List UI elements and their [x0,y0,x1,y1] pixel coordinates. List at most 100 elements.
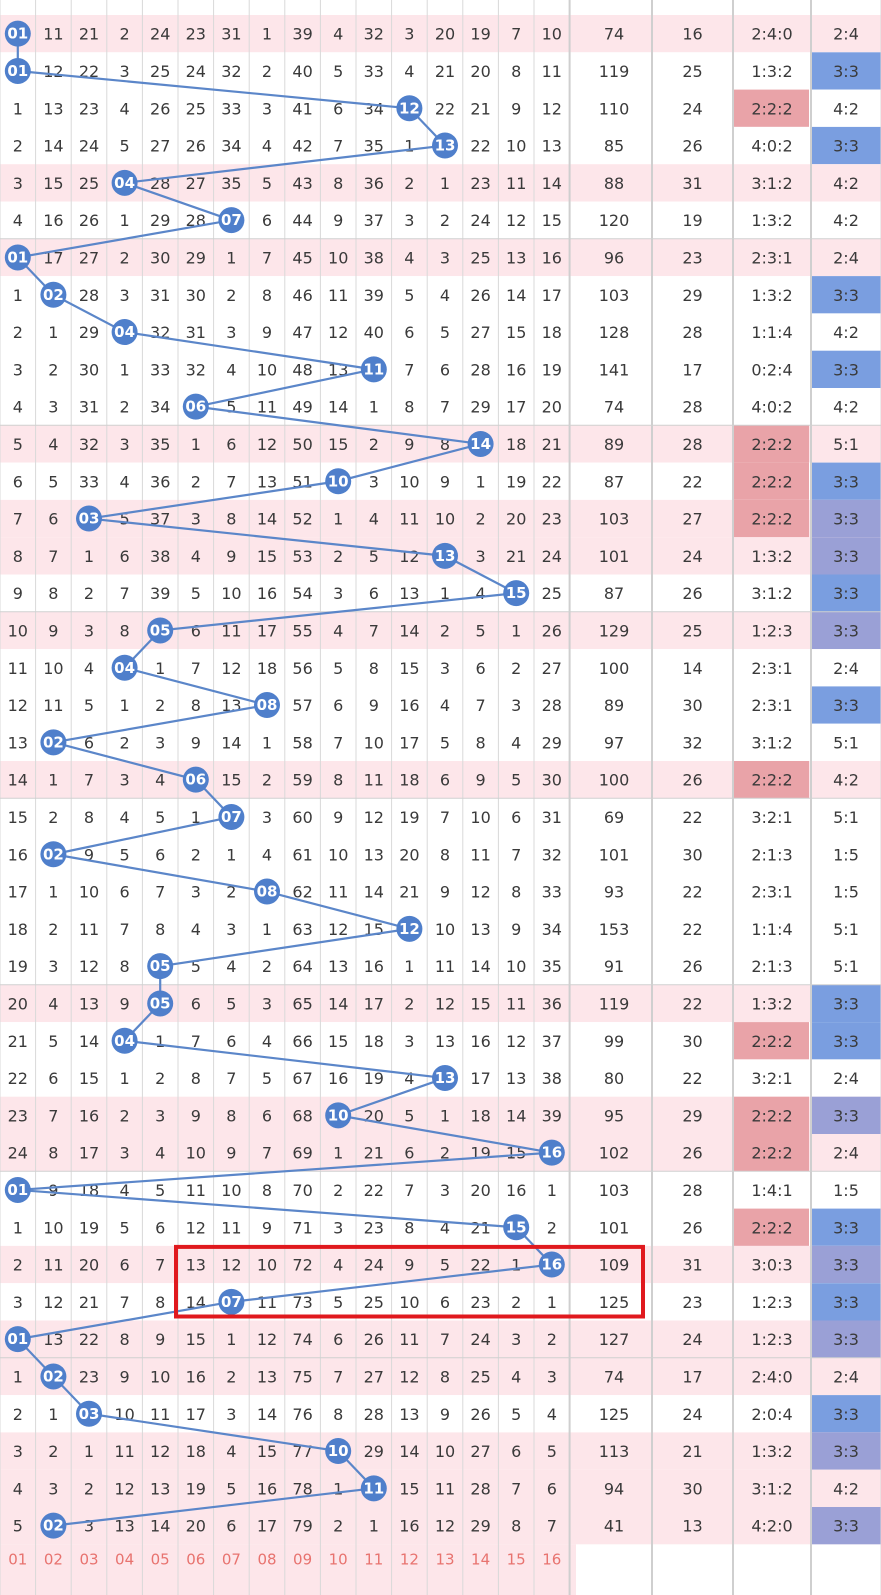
table-cell: 9 [511,920,521,939]
table-cell: 4 [84,659,94,678]
span-cell: 30 [682,1032,702,1051]
table-cell: 3 [120,435,130,454]
table-cell: 3 [120,1144,130,1163]
table-cell: 32 [79,435,99,454]
span-cell: 23 [682,248,702,267]
table-cell: 4 [226,360,236,379]
odd-even-cell: 1:5 [833,883,859,902]
table-cell: 29 [470,1517,490,1536]
table-cell: 3 [155,1106,165,1125]
table-cell: 4 [333,621,343,640]
table-cell: 2 [13,1256,23,1275]
table-cell: 4 [262,137,272,156]
table-cell: 35 [364,137,384,156]
table-cell: 25 [470,248,490,267]
table-cell: 5 [262,174,272,193]
table-cell: 7 [511,845,521,864]
table-cell: 8 [120,1330,130,1349]
table-cell: 9 [226,547,236,566]
footer-column-label: 01 [8,1550,27,1568]
table-cell: 6 [191,621,201,640]
table-cell: 12 [435,1517,455,1536]
sum-cell: 153 [599,920,630,939]
table-cell: 13 [186,1256,206,1275]
table-cell: 1 [13,99,23,118]
span-cell: 26 [682,584,702,603]
table-cell: 48 [292,360,312,379]
table-cell: 7 [476,696,486,715]
table-cell: 13 [43,99,63,118]
ratio-cell: 3:1:2 [751,174,792,193]
sum-cell: 103 [599,1181,630,1200]
table-cell: 37 [542,1032,562,1051]
table-cell: 14 [470,957,490,976]
table-cell: 45 [292,248,312,267]
table-cell: 3 [226,323,236,342]
table-cell: 1 [547,1293,557,1312]
span-cell: 26 [682,1218,702,1237]
table-cell: 65 [292,994,312,1013]
table-cell: 11 [43,1256,63,1275]
table-cell: 10 [43,659,63,678]
table-cell: 73 [292,1293,312,1312]
footer-column-label: 04 [115,1550,134,1568]
table-cell: 1 [404,957,414,976]
table-cell: 3 [84,621,94,640]
table-cell: 2 [120,248,130,267]
table-cell: 13 [221,696,241,715]
odd-even-cell: 3:3 [833,1442,859,1461]
table-cell: 3 [440,248,450,267]
sum-cell: 91 [604,957,624,976]
ratio-highlight [733,425,809,463]
table-cell: 31 [150,286,170,305]
ratio-cell: 3:2:1 [751,808,792,827]
table-cell: 13 [257,472,277,491]
table-cell: 6 [404,323,414,342]
ratio-cell: 2:2:2 [751,1032,792,1051]
ratio-cell: 1:3:2 [751,62,792,81]
table-cell: 3 [511,696,521,715]
table-cell: 57 [292,696,312,715]
table-cell: 28 [364,1405,384,1424]
table-cell: 5 [333,1293,343,1312]
table-cell: 19 [470,1144,490,1163]
table-cell: 1 [440,1106,450,1125]
table-cell: 32 [221,62,241,81]
table-cell: 7 [333,1367,343,1386]
table-cell: 12 [150,1442,170,1461]
table-cell: 61 [292,845,312,864]
table-cell: 6 [404,1144,414,1163]
table-cell: 9 [476,771,486,790]
table-cell: 2 [262,957,272,976]
table-cell: 7 [262,1144,272,1163]
table-cell: 8 [84,808,94,827]
table-cell: 12 [542,99,562,118]
table-cell: 13 [43,1330,63,1349]
table-cell: 4 [13,211,23,230]
footer-column-label: 15 [507,1550,526,1568]
table-cell: 2 [13,137,23,156]
table-cell: 30 [186,286,206,305]
table-cell: 26 [79,211,99,230]
table-cell: 14 [364,883,384,902]
table-cell: 23 [470,174,490,193]
table-cell: 16 [186,1367,206,1386]
odd-even-cell: 3:3 [833,1032,859,1051]
table-cell: 6 [262,211,272,230]
table-cell: 16 [470,1032,490,1051]
ratio-cell: 2:3:1 [751,883,792,902]
table-cell: 14 [506,286,526,305]
table-cell: 10 [114,1405,134,1424]
table-cell: 1 [440,584,450,603]
sum-cell: 103 [599,510,630,529]
table-cell: 1 [120,211,130,230]
odd-even-highlight [811,1096,881,1134]
table-cell: 60 [292,808,312,827]
odd-even-highlight [811,1432,881,1470]
ratio-cell: 4:0:2 [751,398,792,417]
sum-cell: 89 [604,696,624,715]
odd-even-cell: 3:3 [833,1256,859,1275]
odd-even-cell: 3:3 [833,696,859,715]
table-cell: 19 [470,25,490,44]
table-cell: 3 [13,1293,23,1312]
